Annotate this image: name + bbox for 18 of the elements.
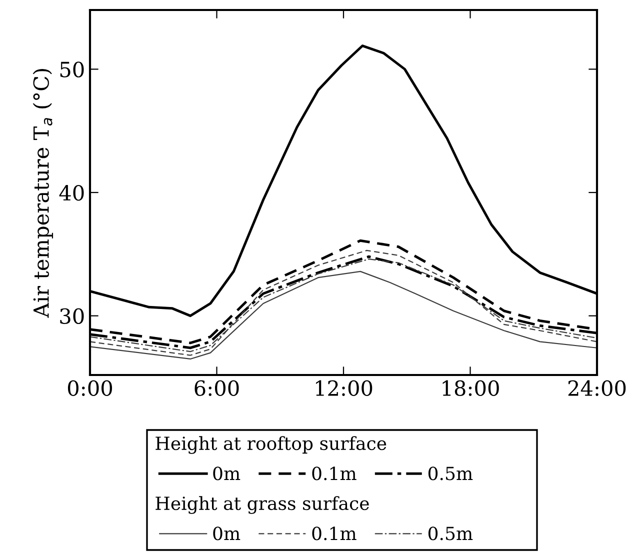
line-series: [90, 270, 597, 360]
legend-label: 0m: [213, 466, 240, 480]
legend-label: 0.1m: [312, 466, 356, 480]
x-tick-label: 18:00: [442, 380, 499, 396]
x-tick-label: 12:00: [316, 380, 372, 396]
x-tick-label: 0:00: [68, 380, 112, 396]
legend-label: 0.5m: [428, 526, 473, 540]
legend-label: 0.1m: [312, 526, 356, 540]
y-tick-label: 30: [60, 308, 84, 324]
legend-label: 0.5m: [428, 466, 473, 480]
legend-label: 0m: [213, 526, 240, 540]
y-tick-label: 50: [60, 62, 84, 78]
text: Height at rooftop surface: [156, 436, 386, 454]
text: Height at grass surface: [156, 496, 369, 514]
y-axis-title: Air temperature T$_{a}$ (°C): [32, 69, 54, 318]
y-tick-label: 40: [59, 184, 84, 201]
x-tick-label: 24:00: [568, 380, 626, 396]
x-tick-label: 6:00: [194, 380, 239, 396]
